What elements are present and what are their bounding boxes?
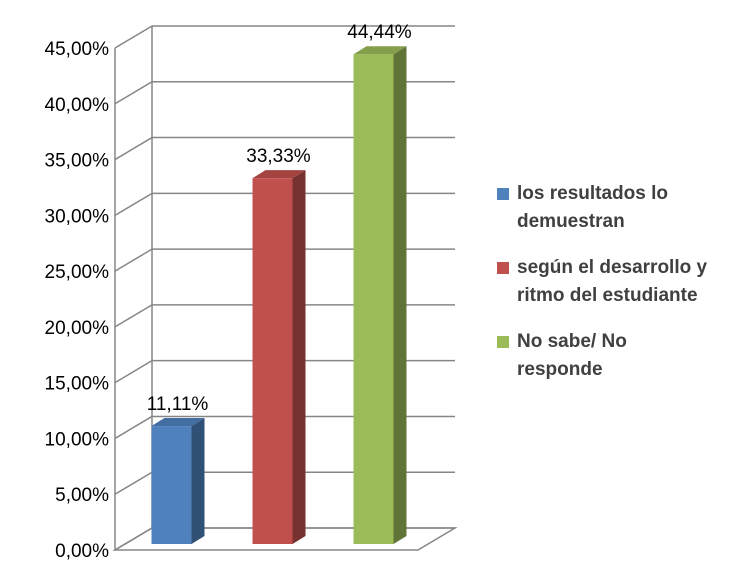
gridline-side (114, 192, 153, 216)
gridline-side (114, 136, 153, 161)
bar (252, 170, 306, 544)
bar (151, 418, 205, 544)
y-tick-label: 5,00% (55, 485, 109, 506)
legend-item-segun-el-desarrollo: según el desarrollo y ritmo del estudian… (497, 254, 743, 310)
bars (151, 46, 407, 545)
gridline-side (114, 248, 153, 272)
legend-label: según el desarrollo y ritmo del estudian… (517, 254, 707, 310)
legend-item-no-sabe: No sabe/ No responde (497, 328, 743, 384)
y-tick-label: 45,00% (45, 39, 110, 60)
legend: los resultados lo demuestran según el de… (497, 180, 743, 402)
data-label: 11,11% (147, 394, 209, 415)
legend-label-line: según el desarrollo y (517, 257, 708, 278)
legend-label-line: ritmo del estudiante (517, 285, 698, 306)
y-tick-label: 30,00% (45, 206, 110, 227)
bar-top (252, 170, 306, 179)
y-tick-label: 10,00% (45, 429, 110, 450)
bar-front (252, 178, 293, 544)
legend-swatch-blue (497, 188, 509, 200)
gridline-side (114, 25, 153, 49)
y-tick-label: 15,00% (45, 374, 110, 395)
legend-item-los-resultados: los resultados lo demuestran (497, 180, 743, 236)
legend-label-line: responde (517, 359, 603, 380)
y-tick-label: 25,00% (45, 262, 110, 283)
y-tick-label: 0,00% (55, 541, 109, 562)
data-label: 33,33% (246, 146, 311, 167)
legend-label-line: demuestran (517, 211, 625, 232)
data-label: 44,44% (347, 22, 412, 43)
y-tick-label: 20,00% (45, 318, 110, 339)
y-axis-tick-labels: 0,00% 5,00% 10,00% 15,00% 20,00% 25,00% 30,00%… (45, 39, 110, 562)
legend-label-line: los resultados lo (517, 183, 668, 204)
bar-top (151, 418, 205, 427)
bar-front (151, 426, 192, 544)
data-labels: 11,11% 33,33% 44,44% (147, 22, 412, 415)
bar-top (353, 46, 407, 55)
gridline-side (114, 81, 153, 105)
bar-front (353, 54, 394, 545)
bar-side (393, 46, 407, 545)
legend-swatch-red (497, 262, 509, 274)
chart-floor (112, 527, 458, 551)
legend-label: los resultados lo demuestran (517, 180, 668, 236)
bar-side (191, 418, 205, 544)
bar-side (292, 170, 306, 544)
gridline-side (114, 471, 153, 495)
legend-swatch-green (497, 336, 509, 348)
y-tick-label: 40,00% (45, 95, 110, 116)
gridline-side (114, 360, 153, 384)
bar (353, 46, 407, 545)
legend-label: No sabe/ No responde (517, 328, 627, 384)
gridline-side (114, 415, 153, 440)
y-tick-label: 35,00% (45, 151, 110, 172)
gridline-side (114, 304, 153, 328)
legend-label-line: No sabe/ No (517, 331, 627, 352)
